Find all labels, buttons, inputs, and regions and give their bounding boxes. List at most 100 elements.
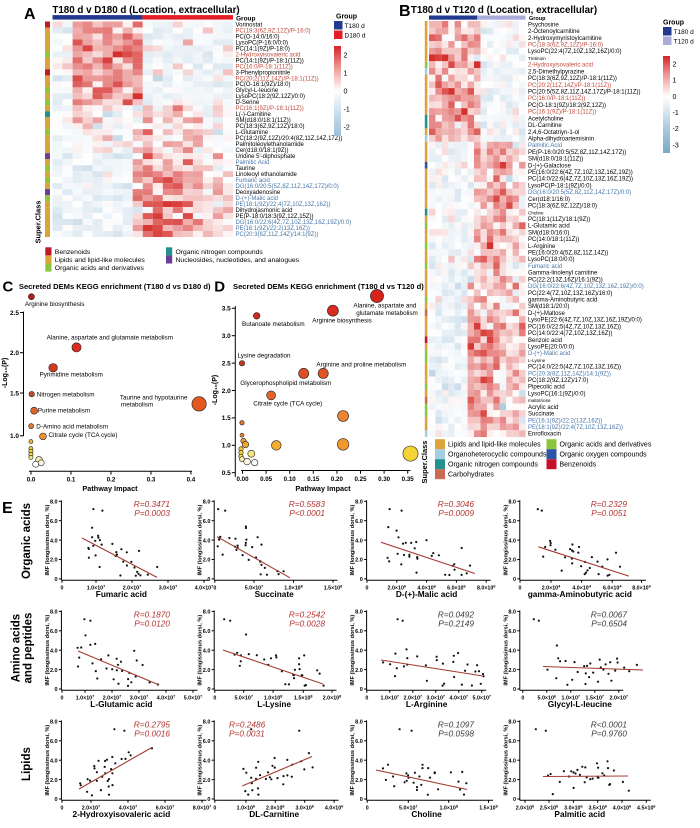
svg-text:Glycerophospholipid metabolism: Glycerophospholipid metabolism (240, 380, 331, 387)
svg-text:PC(20:2(11Z,14Z)/P-18:1(11Z)): PC(20:2(11Z,14Z)/P-18:1(11Z)) (236, 76, 319, 82)
svg-text:glutamate metabolism: glutamate metabolism (356, 310, 418, 317)
svg-text:4.0: 4.0 (355, 758, 363, 764)
svg-text:0: 0 (519, 585, 522, 591)
svg-text:IMF (longissimus dorsi, %): IMF (longissimus dorsi, %) (45, 505, 51, 576)
svg-text:P=0.0009: P=0.0009 (438, 508, 474, 518)
svg-text:0: 0 (213, 585, 216, 591)
svg-text:Pathway Impact: Pathway Impact (295, 484, 351, 493)
svg-text:Vorinostat: Vorinostat (236, 22, 263, 28)
svg-text:PC(O-14:0/16:0): PC(O-14:0/16:0) (236, 34, 280, 40)
svg-text:Gamma-linolenyl carnitine: Gamma-linolenyl carnitine (528, 271, 598, 277)
svg-text:2-Hydroxyisovaleric acid: 2-Hydroxyisovaleric acid (528, 63, 593, 69)
svg-text:P=0.0028: P=0.0028 (289, 619, 325, 629)
svg-text:5.0×107: 5.0×107 (234, 695, 252, 702)
svg-text:PC(18:3(6Z,9Z,12Z)/P-16:0): PC(18:3(6Z,9Z,12Z)/P-16:0) (236, 28, 311, 34)
svg-text:8.0: 8.0 (508, 500, 516, 506)
svg-text:Lysine degradation: Lysine degradation (238, 353, 291, 360)
svg-text:DG(16:0/22:6(4Z,7Z,10Z,13Z,16Z: DG(16:0/22:6(4Z,7Z,10Z,13Z,16Z,19Z)/0:0) (528, 284, 644, 290)
svg-text:D-(+)-Galactose: D-(+)-Galactose (528, 163, 572, 169)
svg-text:maltotriose: maltotriose (528, 398, 551, 403)
svg-text:4.0: 4.0 (203, 758, 211, 764)
svg-text:1.0×108: 1.0×108 (439, 805, 457, 812)
svg-text:3.5×106: 3.5×106 (588, 805, 606, 812)
svg-text:Acrylic acid: Acrylic acid (528, 405, 558, 411)
svg-text:0: 0 (213, 696, 216, 702)
svg-text:2.0×108: 2.0×108 (323, 695, 341, 702)
svg-text:T180 d v D180 d (Location, ext: T180 d v D180 d (Location, extracellular… (52, 5, 239, 16)
svg-text:1.0×108: 1.0×108 (284, 584, 302, 591)
svg-text:Fumaric acid: Fumaric acid (96, 589, 147, 599)
svg-text:0: 0 (61, 696, 64, 702)
svg-text:4.0×107: 4.0×107 (195, 584, 213, 591)
svg-text:Amino acids: Amino acids (11, 614, 23, 682)
svg-text:0.20: 0.20 (331, 476, 344, 483)
svg-text:2.0×107: 2.0×107 (123, 584, 141, 591)
svg-text:R=0.1870: R=0.1870 (134, 610, 171, 620)
svg-text:-Log₁₀(P): -Log₁₀(P) (2, 358, 9, 389)
svg-text:0.35: 0.35 (402, 476, 415, 483)
svg-text:PE(16:1(9Z)/22:2(13Z,16Z)): PE(16:1(9Z)/22:2(13Z,16Z)) (236, 226, 310, 232)
svg-text:0: 0 (366, 585, 369, 591)
svg-text:8.0×104: 8.0×104 (632, 584, 651, 591)
svg-text:2.0: 2.0 (50, 778, 58, 784)
svg-text:IMF (longissimus dorsi, %): IMF (longissimus dorsi, %) (198, 615, 204, 686)
svg-text:0: 0 (360, 797, 363, 803)
svg-text:IMF (longissimus dorsi, %): IMF (longissimus dorsi, %) (503, 725, 509, 796)
svg-text:2.0×104: 2.0×104 (542, 584, 561, 591)
svg-text:IMF (longissimus dorsi, %): IMF (longissimus dorsi, %) (350, 615, 356, 686)
svg-text:2.0: 2.0 (10, 350, 19, 357)
svg-text:0: 0 (365, 696, 368, 702)
svg-text:5.0×107: 5.0×107 (245, 584, 263, 591)
svg-text:Palmitic Acid: Palmitic Acid (236, 160, 270, 166)
svg-text:Citrate cycle (TCA cycle): Citrate cycle (TCA cycle) (49, 432, 118, 439)
svg-text:PC(16:1(9Z)/P-18:1(11Z)): PC(16:1(9Z)/P-18:1(11Z)) (236, 106, 304, 112)
svg-text:Lipids and lipid-like molecule: Lipids and lipid-like molecules (448, 442, 541, 449)
svg-text:0: 0 (366, 806, 369, 812)
svg-text:2-Hydroxyisovaleric acid: 2-Hydroxyisovaleric acid (73, 809, 171, 819)
svg-text:Organic acids and derivatives: Organic acids and derivatives (560, 442, 652, 449)
svg-text:Alpha-dihydroartemisinin: Alpha-dihydroartemisinin (528, 137, 594, 143)
svg-text:Super.Class: Super.Class (420, 441, 429, 484)
svg-text:D-(+)-Malic acid: D-(+)-Malic acid (528, 351, 571, 357)
svg-text:-Log₁₀(P): -Log₁₀(P) (212, 375, 219, 406)
svg-text:0: 0 (55, 797, 58, 803)
svg-text:8.0: 8.0 (355, 720, 363, 726)
svg-text:Palmitic acid: Palmitic acid (554, 809, 605, 819)
svg-text:0: 0 (55, 577, 58, 583)
svg-text:4.0×104: 4.0×104 (572, 584, 591, 591)
svg-text:0.25: 0.25 (354, 476, 367, 483)
svg-text:1.0: 1.0 (222, 443, 231, 450)
svg-text:Psychosine: Psychosine (528, 22, 559, 28)
svg-text:Lipids: Lipids (21, 747, 33, 781)
svg-text:Fumaric acid: Fumaric acid (236, 178, 270, 184)
svg-text:Super.Class: Super.Class (34, 201, 43, 244)
svg-text:6.0: 6.0 (355, 519, 363, 525)
svg-text:R=0.0067: R=0.0067 (591, 610, 628, 620)
svg-text:P=0.0598: P=0.0598 (438, 729, 474, 739)
svg-text:-2: -2 (344, 124, 350, 131)
svg-text:Succinate: Succinate (255, 589, 295, 599)
svg-text:D-(+)-Malic acid: D-(+)-Malic acid (396, 589, 458, 599)
svg-text:4.5×106: 4.5×106 (637, 805, 655, 812)
svg-text:2.0×106: 2.0×106 (388, 584, 406, 591)
svg-text:PC(20:3(8Z,11Z,14Z)/14:1(9Z)): PC(20:3(8Z,11Z,14Z)/14:1(9Z)) (236, 232, 319, 238)
svg-text:Taurine and hypotaurine: Taurine and hypotaurine (120, 395, 188, 402)
svg-text:0: 0 (513, 577, 516, 583)
svg-text:2.0×107: 2.0×107 (404, 695, 422, 702)
svg-text:Fumaric acid: Fumaric acid (528, 264, 562, 270)
svg-text:1.5×107: 1.5×107 (586, 695, 604, 702)
svg-text:LysoPC(P-18:1(9Z)/0:0): LysoPC(P-18:1(9Z)/0:0) (528, 183, 591, 189)
svg-text:D-Serine: D-Serine (236, 100, 260, 106)
svg-text:1.5: 1.5 (10, 390, 19, 397)
svg-text:4.0: 4.0 (355, 538, 363, 544)
svg-text:Glycyl-L-leucine: Glycyl-L-leucine (236, 88, 279, 94)
svg-text:0.0: 0.0 (27, 477, 36, 484)
svg-text:8.0: 8.0 (355, 610, 363, 616)
svg-text:Secreted DEMs KEGG enrichment: Secreted DEMs KEGG enrichment (T180 d vs… (233, 282, 424, 291)
svg-text:3.0×107: 3.0×107 (130, 695, 148, 702)
svg-text:Pipecolic acid: Pipecolic acid (528, 385, 565, 391)
svg-text:0: 0 (521, 696, 524, 702)
svg-text:8.0: 8.0 (203, 610, 211, 616)
svg-text:6.0×104: 6.0×104 (603, 584, 622, 591)
svg-text:0: 0 (61, 585, 64, 591)
